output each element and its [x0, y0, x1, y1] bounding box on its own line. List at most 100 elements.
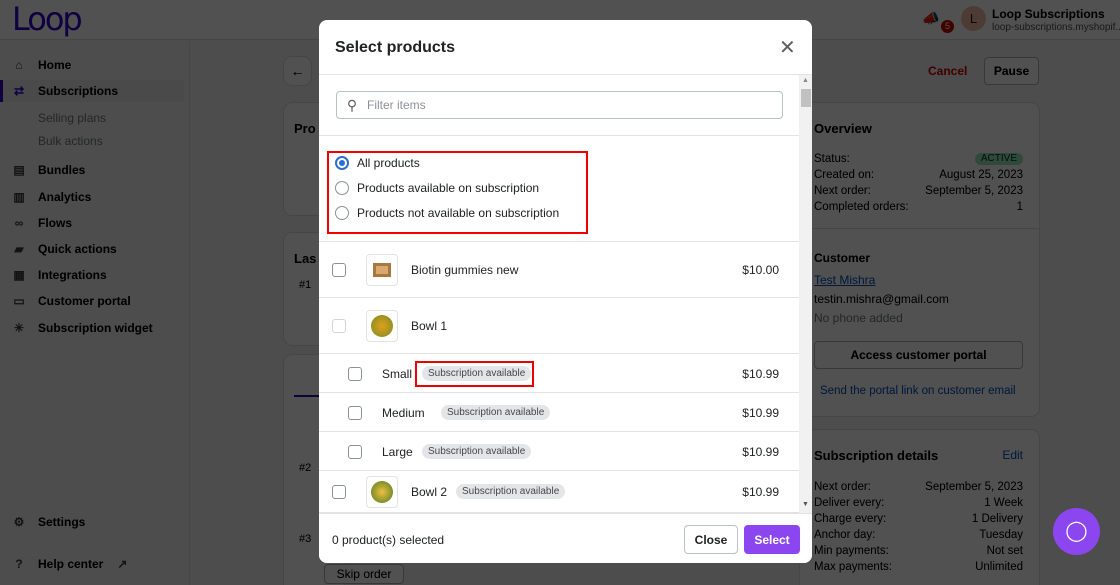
product-row[interactable]: Small Subscription available $10.99: [319, 354, 799, 393]
product-row[interactable]: Bowl 2 Subscription available $10.99: [319, 471, 799, 513]
product-checkbox[interactable]: [348, 366, 362, 381]
product-price: $10.99: [742, 366, 779, 381]
chat-bubble-icon: ◯: [1065, 520, 1088, 542]
sparkle-icon: ✳: [13, 321, 25, 335]
product-row[interactable]: Large Subscription available $10.99: [319, 432, 799, 471]
customer-name-link[interactable]: Test Mishra: [814, 273, 876, 287]
subscription-available-badge: Subscription available: [422, 365, 532, 381]
sidebar-item-analytics[interactable]: ▥ Analytics: [0, 186, 184, 208]
detail-value: September 5, 2023: [925, 481, 1023, 493]
sidebar-item-label: Subscription widget: [38, 321, 153, 335]
overview-title: Overview: [814, 121, 872, 136]
order-number: #3: [299, 533, 312, 545]
product-row[interactable]: Medium Subscription available $10.99: [319, 393, 799, 432]
subscription-available-badge: Subscription available: [456, 484, 566, 499]
megaphone-icon[interactable]: 📣: [922, 10, 940, 26]
chat-launcher-button[interactable]: ◯: [1053, 508, 1100, 555]
badge-highlight: [415, 360, 534, 387]
detail-row: Completed orders: 1: [814, 201, 1023, 213]
detail-row: Charge every: 1 Delivery: [814, 513, 1023, 525]
sidebar-item-flows[interactable]: ∞ Flows: [0, 212, 184, 234]
product-checkbox[interactable]: [348, 405, 362, 420]
avatar[interactable]: L: [961, 6, 986, 31]
detail-value: Unlimited: [975, 561, 1023, 573]
product-thumbnail: [366, 310, 398, 342]
scroll-up-arrow-icon[interactable]: ▲: [802, 77, 809, 84]
sidebar-item-help[interactable]: ? Help center ↗: [0, 553, 184, 575]
scrollbar[interactable]: ▲ ▼: [799, 75, 812, 513]
product-price: $10.99: [742, 444, 779, 459]
radio-label: All products: [357, 156, 420, 170]
sidebar-item-label: Selling plans: [38, 111, 107, 125]
sidebar-item-selling-plans[interactable]: Selling plans: [0, 107, 184, 129]
sidebar-item-label: Flows: [38, 216, 73, 230]
sidebar-item-bundles[interactable]: ▤ Bundles: [0, 159, 184, 181]
sidebar-item-label: Subscriptions: [38, 84, 119, 98]
product-checkbox[interactable]: [332, 485, 346, 499]
notification-badge: 5: [941, 20, 954, 33]
product-thumbnail: [366, 254, 398, 286]
product-checkbox[interactable]: [332, 263, 346, 277]
sidebar-item-bulk-actions[interactable]: Bulk actions: [0, 130, 184, 152]
detail-label: Anchor day:: [814, 529, 876, 541]
arrows-icon: ⇄: [13, 84, 25, 98]
radio-label: Products available on subscription: [357, 181, 540, 195]
cursor-icon: ▰: [14, 242, 24, 256]
modal-footer: 0 product(s) selected Close Select: [319, 513, 812, 563]
modal-title: Select products: [335, 39, 456, 56]
sidebar-item-subscription-widget[interactable]: ✳ Subscription widget: [0, 317, 184, 339]
detail-label: Min payments:: [814, 545, 889, 557]
radio-button[interactable]: [335, 206, 349, 220]
product-row[interactable]: Biotin gummies new $10.00: [319, 242, 799, 298]
skip-order-button[interactable]: Skip order: [324, 564, 404, 584]
filter-radio-2[interactable]: Products not available on subscription: [335, 206, 559, 220]
product-checkbox[interactable]: [332, 319, 346, 333]
customer-title: Customer: [814, 251, 871, 265]
customer-email: testin.mishra@gmail.com: [814, 292, 949, 306]
detail-label: Deliver every:: [814, 497, 885, 509]
sidebar-item-home[interactable]: ⌂ Home: [0, 54, 184, 76]
shop-name[interactable]: Loop Subscriptions: [992, 7, 1105, 21]
scroll-down-arrow-icon[interactable]: ▼: [802, 501, 809, 508]
send-portal-link[interactable]: Send the portal link on customer email: [820, 385, 1016, 397]
external-link-icon[interactable]: ↗: [117, 557, 128, 571]
pause-button[interactable]: Pause: [984, 57, 1039, 85]
close-button[interactable]: Close: [684, 525, 738, 554]
sidebar-item-settings[interactable]: ⚙ Settings: [0, 511, 184, 533]
sidebar-item-quick-actions[interactable]: ▰ Quick actions: [0, 238, 184, 260]
product-name: Biotin gummies new: [411, 263, 519, 277]
sidebar-item-integrations[interactable]: ▦ Integrations: [0, 264, 184, 286]
status-badge: ACTIVE: [974, 153, 1023, 165]
product-checkbox[interactable]: [348, 444, 362, 459]
filter-radio-1[interactable]: Products available on subscription: [335, 181, 539, 195]
archive-icon: ▤: [13, 163, 25, 177]
sidebar-item-label: Customer portal: [38, 294, 131, 308]
back-button[interactable]: ←: [284, 57, 311, 85]
detail-label: Next order:: [814, 185, 871, 197]
access-portal-button[interactable]: Access customer portal: [814, 341, 1023, 369]
detail-row: Created on: August 25, 2023: [814, 169, 1023, 181]
select-button[interactable]: Select: [744, 525, 800, 554]
radio-button[interactable]: [335, 181, 349, 195]
product-name: Small: [382, 366, 413, 381]
close-icon[interactable]: ✕: [779, 37, 796, 59]
sidebar-item-label: Bundles: [38, 163, 86, 177]
radio-button[interactable]: [335, 156, 349, 170]
sidebar-item-subscriptions[interactable]: ⇄ Subscriptions: [0, 80, 184, 102]
filter-radio-0[interactable]: All products: [335, 156, 420, 170]
shop-url: loop-subscriptions.myshopif...: [992, 22, 1120, 33]
detail-value: Tuesday: [979, 529, 1023, 541]
scrollbar-thumb[interactable]: [801, 89, 811, 107]
sidebar-item-customer-portal[interactable]: ▭ Customer portal: [0, 290, 184, 312]
selected-count: 0 product(s) selected: [332, 533, 445, 547]
chart-icon: ▥: [13, 190, 25, 204]
cancel-subscription-button[interactable]: Cancel: [928, 64, 968, 78]
loop-logo[interactable]: Loop: [12, 0, 83, 38]
edit-details-link[interactable]: Edit: [1002, 448, 1023, 462]
filter-items-input[interactable]: [367, 98, 767, 112]
filter-items-search[interactable]: ⚲: [336, 91, 783, 119]
detail-label: Created on:: [814, 169, 875, 181]
product-name: Medium: [382, 405, 425, 420]
detail-label: Next order:: [814, 481, 871, 493]
product-row[interactable]: Bowl 1: [319, 298, 799, 354]
